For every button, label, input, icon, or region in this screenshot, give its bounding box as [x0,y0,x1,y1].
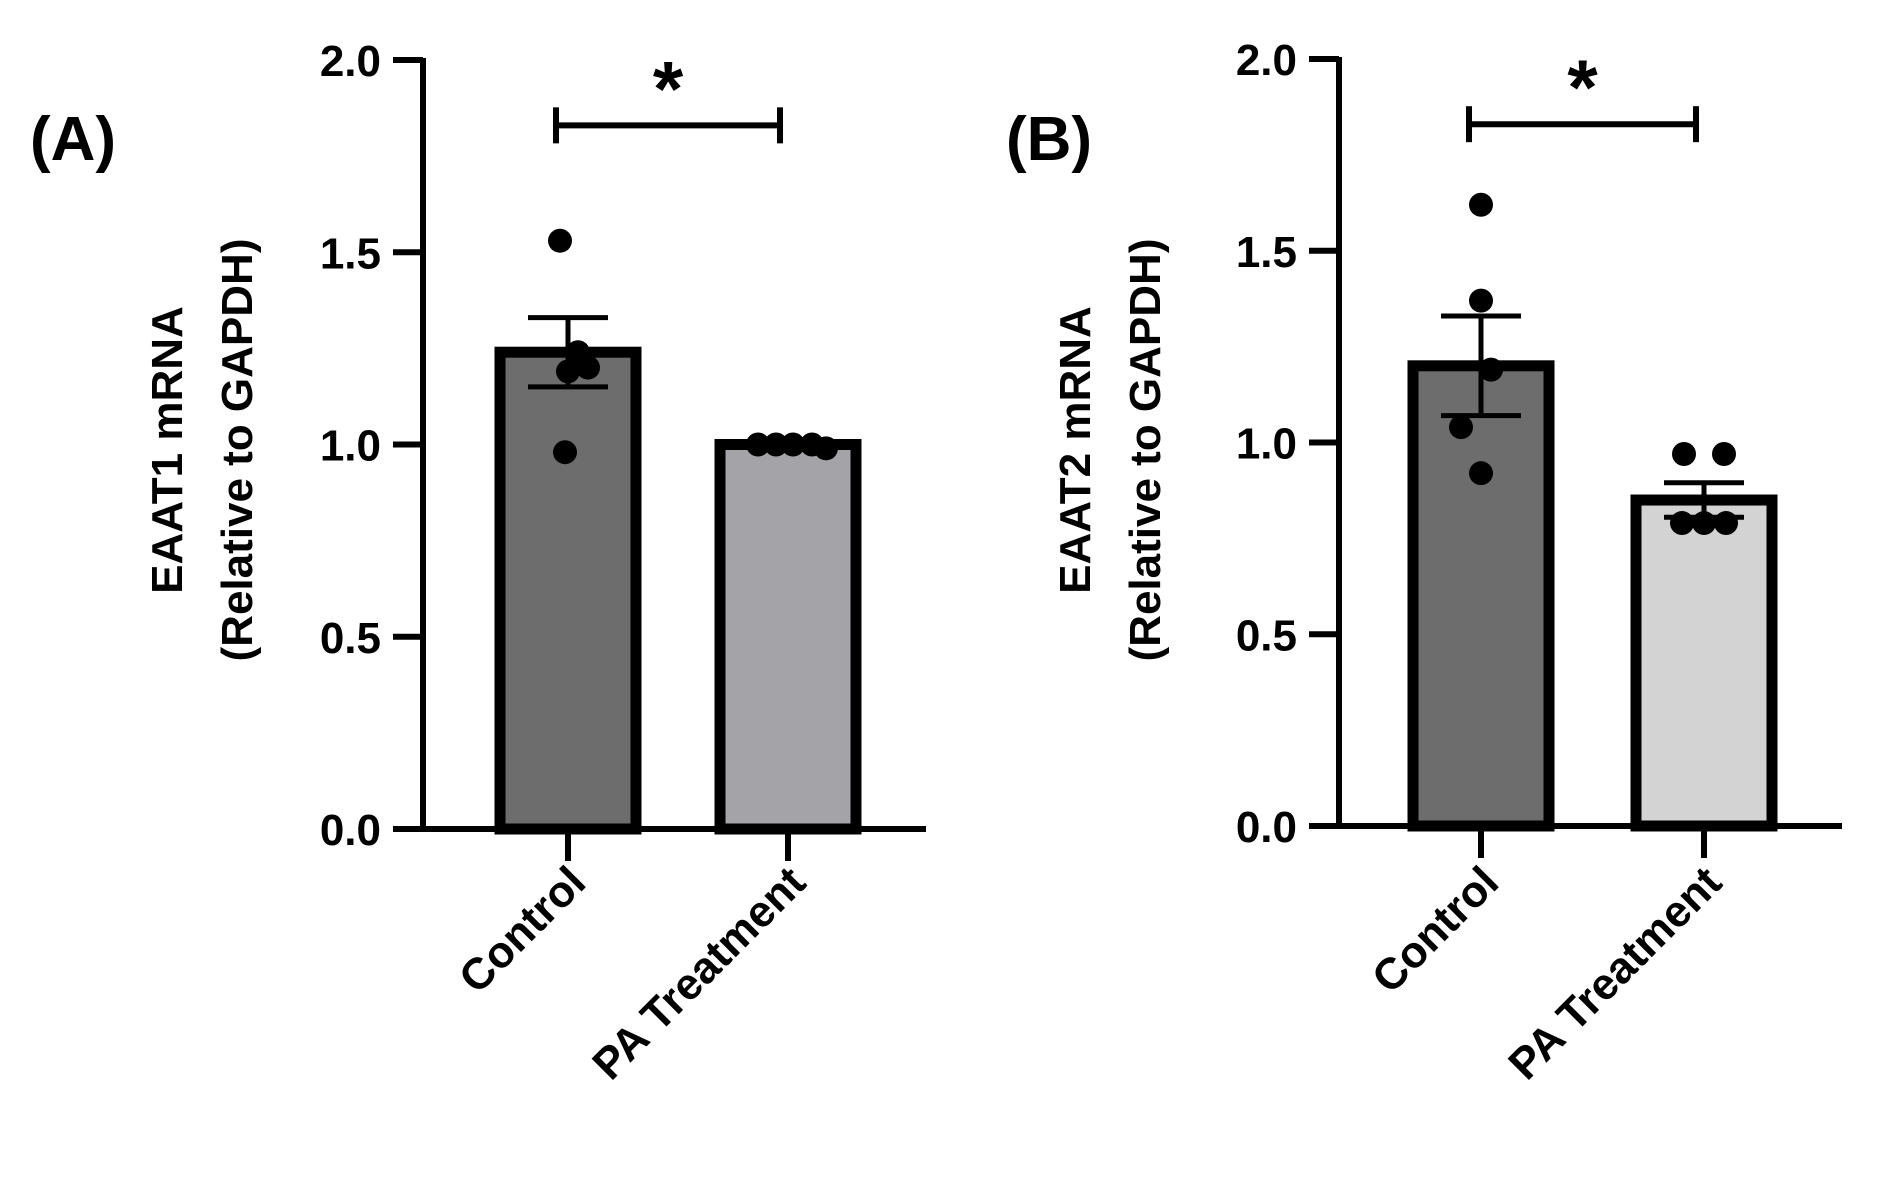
panel-label: (B) [1006,105,1092,174]
data-point [1672,442,1696,467]
y-tick-label: 0.5 [1236,611,1297,660]
data-point [1670,511,1694,536]
significance-marker: * [1567,43,1598,131]
y-axis-label: EAAT1 mRNA [143,306,192,594]
data-point [781,432,805,457]
data-point [1469,288,1493,313]
data-point [1449,415,1473,440]
y-tick-label: 0.5 [320,614,381,663]
data-point [1469,192,1493,217]
y-axis-label-line2: (Relative to GAPDH) [213,239,262,662]
data-point [1714,511,1738,536]
data-point [746,432,770,457]
data-point [1479,357,1503,382]
y-tick-label: 0.0 [1236,803,1297,852]
y-tick-label: 2.0 [1236,36,1297,85]
significance-marker: * [653,44,684,132]
y-axis-label: EAAT2 mRNA [1051,306,1100,594]
data-point [1692,511,1716,536]
bar [1407,360,1555,832]
x-tick-label: PA Treatment [583,857,815,1089]
data-point [764,432,788,457]
data-point [1712,442,1736,467]
y-tick-label: 1.0 [1236,420,1297,469]
data-point [576,355,600,380]
chart-panel-a: (A) EAAT1 mRNA (Relative to GAPDH) 0.0 0.5 1.… [30,37,926,1089]
y-tick-label: 1.5 [1236,228,1297,277]
x-tick-label: Control [1363,857,1508,1002]
y-axis-label-line2: (Relative to GAPDH) [1121,239,1170,662]
bar [1630,494,1778,832]
data-point [553,440,577,465]
data-point [1469,461,1493,486]
bar [494,346,642,835]
panel-label: (A) [30,105,116,174]
data-point [814,436,838,461]
bar [714,439,862,835]
y-tick-label: 0.0 [320,806,381,855]
data-point [548,228,572,253]
x-tick-label: PA Treatment [1499,857,1731,1089]
y-tick-label: 1.5 [320,229,381,278]
y-tick-label: 2.0 [320,37,381,86]
x-tick-label: Control [450,857,595,1002]
chart-panel-b: (B) EAAT2 mRNA (Relative to GAPDH) 0.0 0.5 1.… [1006,36,1842,1089]
y-tick-label: 1.0 [320,422,381,471]
data-point [556,359,580,384]
